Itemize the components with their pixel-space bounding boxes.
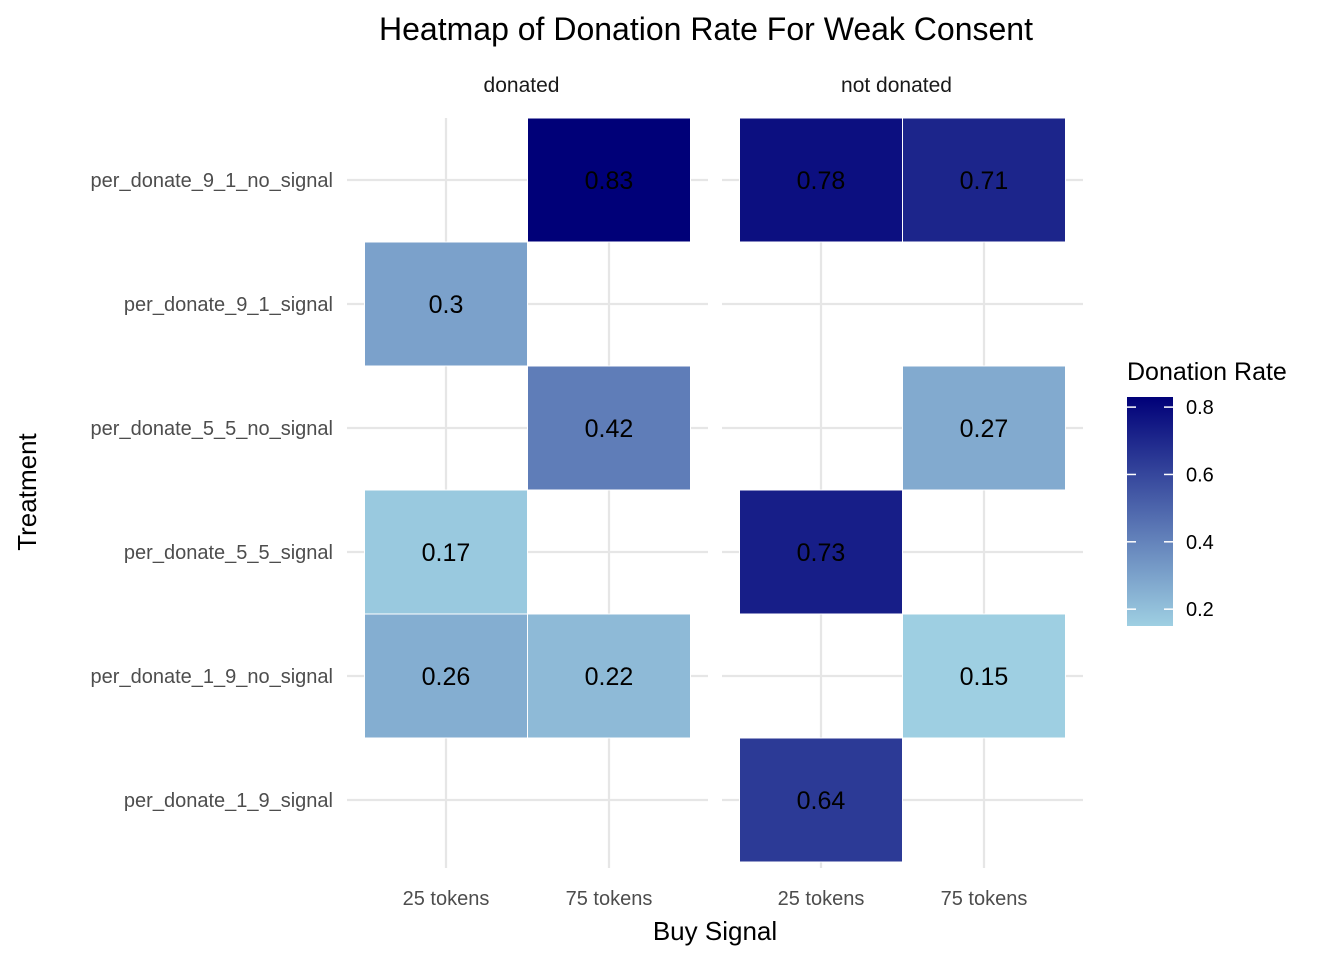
heatmap-cell	[364, 613, 528, 739]
heatmap-cell	[902, 365, 1066, 491]
cell-value-label: 0.42	[585, 415, 634, 443]
cell-value-label: 0.26	[422, 663, 471, 691]
heatmap-cell	[739, 489, 903, 615]
y-tick-label: per_donate_9_1_no_signal	[91, 170, 333, 192]
heatmap-cell	[527, 117, 691, 243]
heatmap-cell	[527, 613, 691, 739]
legend-tick-label: 0.4	[1186, 532, 1214, 554]
cell-value-label: 0.73	[797, 539, 846, 567]
y-tick-label: per_donate_1_9_no_signal	[91, 666, 333, 688]
legend-tick-label: 0.8	[1186, 397, 1214, 419]
cell-value-label: 0.27	[960, 415, 1009, 443]
x-tick-label: 75 tokens	[566, 888, 653, 910]
legend-tick-label: 0.2	[1186, 599, 1214, 621]
cell-value-label: 0.83	[585, 167, 634, 195]
heatmap-cell	[364, 489, 528, 615]
heatmap-cell	[739, 737, 903, 863]
heatmap-cell	[902, 117, 1066, 243]
x-tick-label: 25 tokens	[778, 888, 865, 910]
heatmap-cell	[902, 613, 1066, 739]
y-axis-title: Treatment	[12, 432, 42, 550]
cell-value-label: 0.64	[797, 787, 846, 815]
cell-value-label: 0.17	[422, 539, 471, 567]
y-tick-label: per_donate_1_9_signal	[124, 790, 333, 812]
legend-colorbar	[1127, 397, 1173, 626]
heatmap-cell	[527, 365, 691, 491]
chart-title: Heatmap of Donation Rate For Weak Consen…	[379, 11, 1033, 47]
cell-value-label: 0.78	[797, 167, 846, 195]
facet-strip-label: donated	[484, 74, 560, 97]
cell-value-label: 0.71	[960, 167, 1009, 195]
facet-panels: donated 25 tokens 75 tokens 0.83 0.3 0.42 0.17…	[347, 74, 1083, 910]
y-tick-label: per_donate_5_5_no_signal	[91, 418, 333, 440]
cell-value-label: 0.22	[585, 663, 634, 691]
y-tick-label: per_donate_5_5_signal	[124, 542, 333, 564]
x-axis-title: Buy Signal	[653, 916, 777, 946]
heatmap-cells: 0.78 0.71 0.27 0.73 0.15 0.64	[739, 117, 1066, 863]
cell-value-label: 0.3	[429, 291, 464, 319]
legend-tick-label: 0.6	[1186, 464, 1214, 486]
y-tick-label: per_donate_9_1_signal	[124, 294, 333, 316]
facet-panel-not-donated: not donated 25 tokens 75 tokens 0.78 0.71 0.2…	[722, 74, 1083, 910]
facet-panel-donated: donated 25 tokens 75 tokens 0.83 0.3 0.42 0.17…	[347, 74, 708, 910]
color-legend: Donation Rate 0.2 0.4 0.6 0.8	[1127, 358, 1287, 626]
cell-value-label: 0.15	[960, 663, 1009, 691]
x-tick-label: 75 tokens	[941, 888, 1028, 910]
heatmap-cell	[739, 117, 903, 243]
facet-strip-label: not donated	[841, 74, 952, 97]
x-tick-label: 25 tokens	[403, 888, 490, 910]
heatmap-cell	[364, 241, 528, 367]
legend-title: Donation Rate	[1127, 358, 1287, 386]
y-axis-ticks: per_donate_9_1_no_signal per_donate_9_1_s…	[91, 170, 333, 812]
heatmap-cells: 0.83 0.3 0.42 0.17 0.26 0.22	[364, 117, 691, 739]
